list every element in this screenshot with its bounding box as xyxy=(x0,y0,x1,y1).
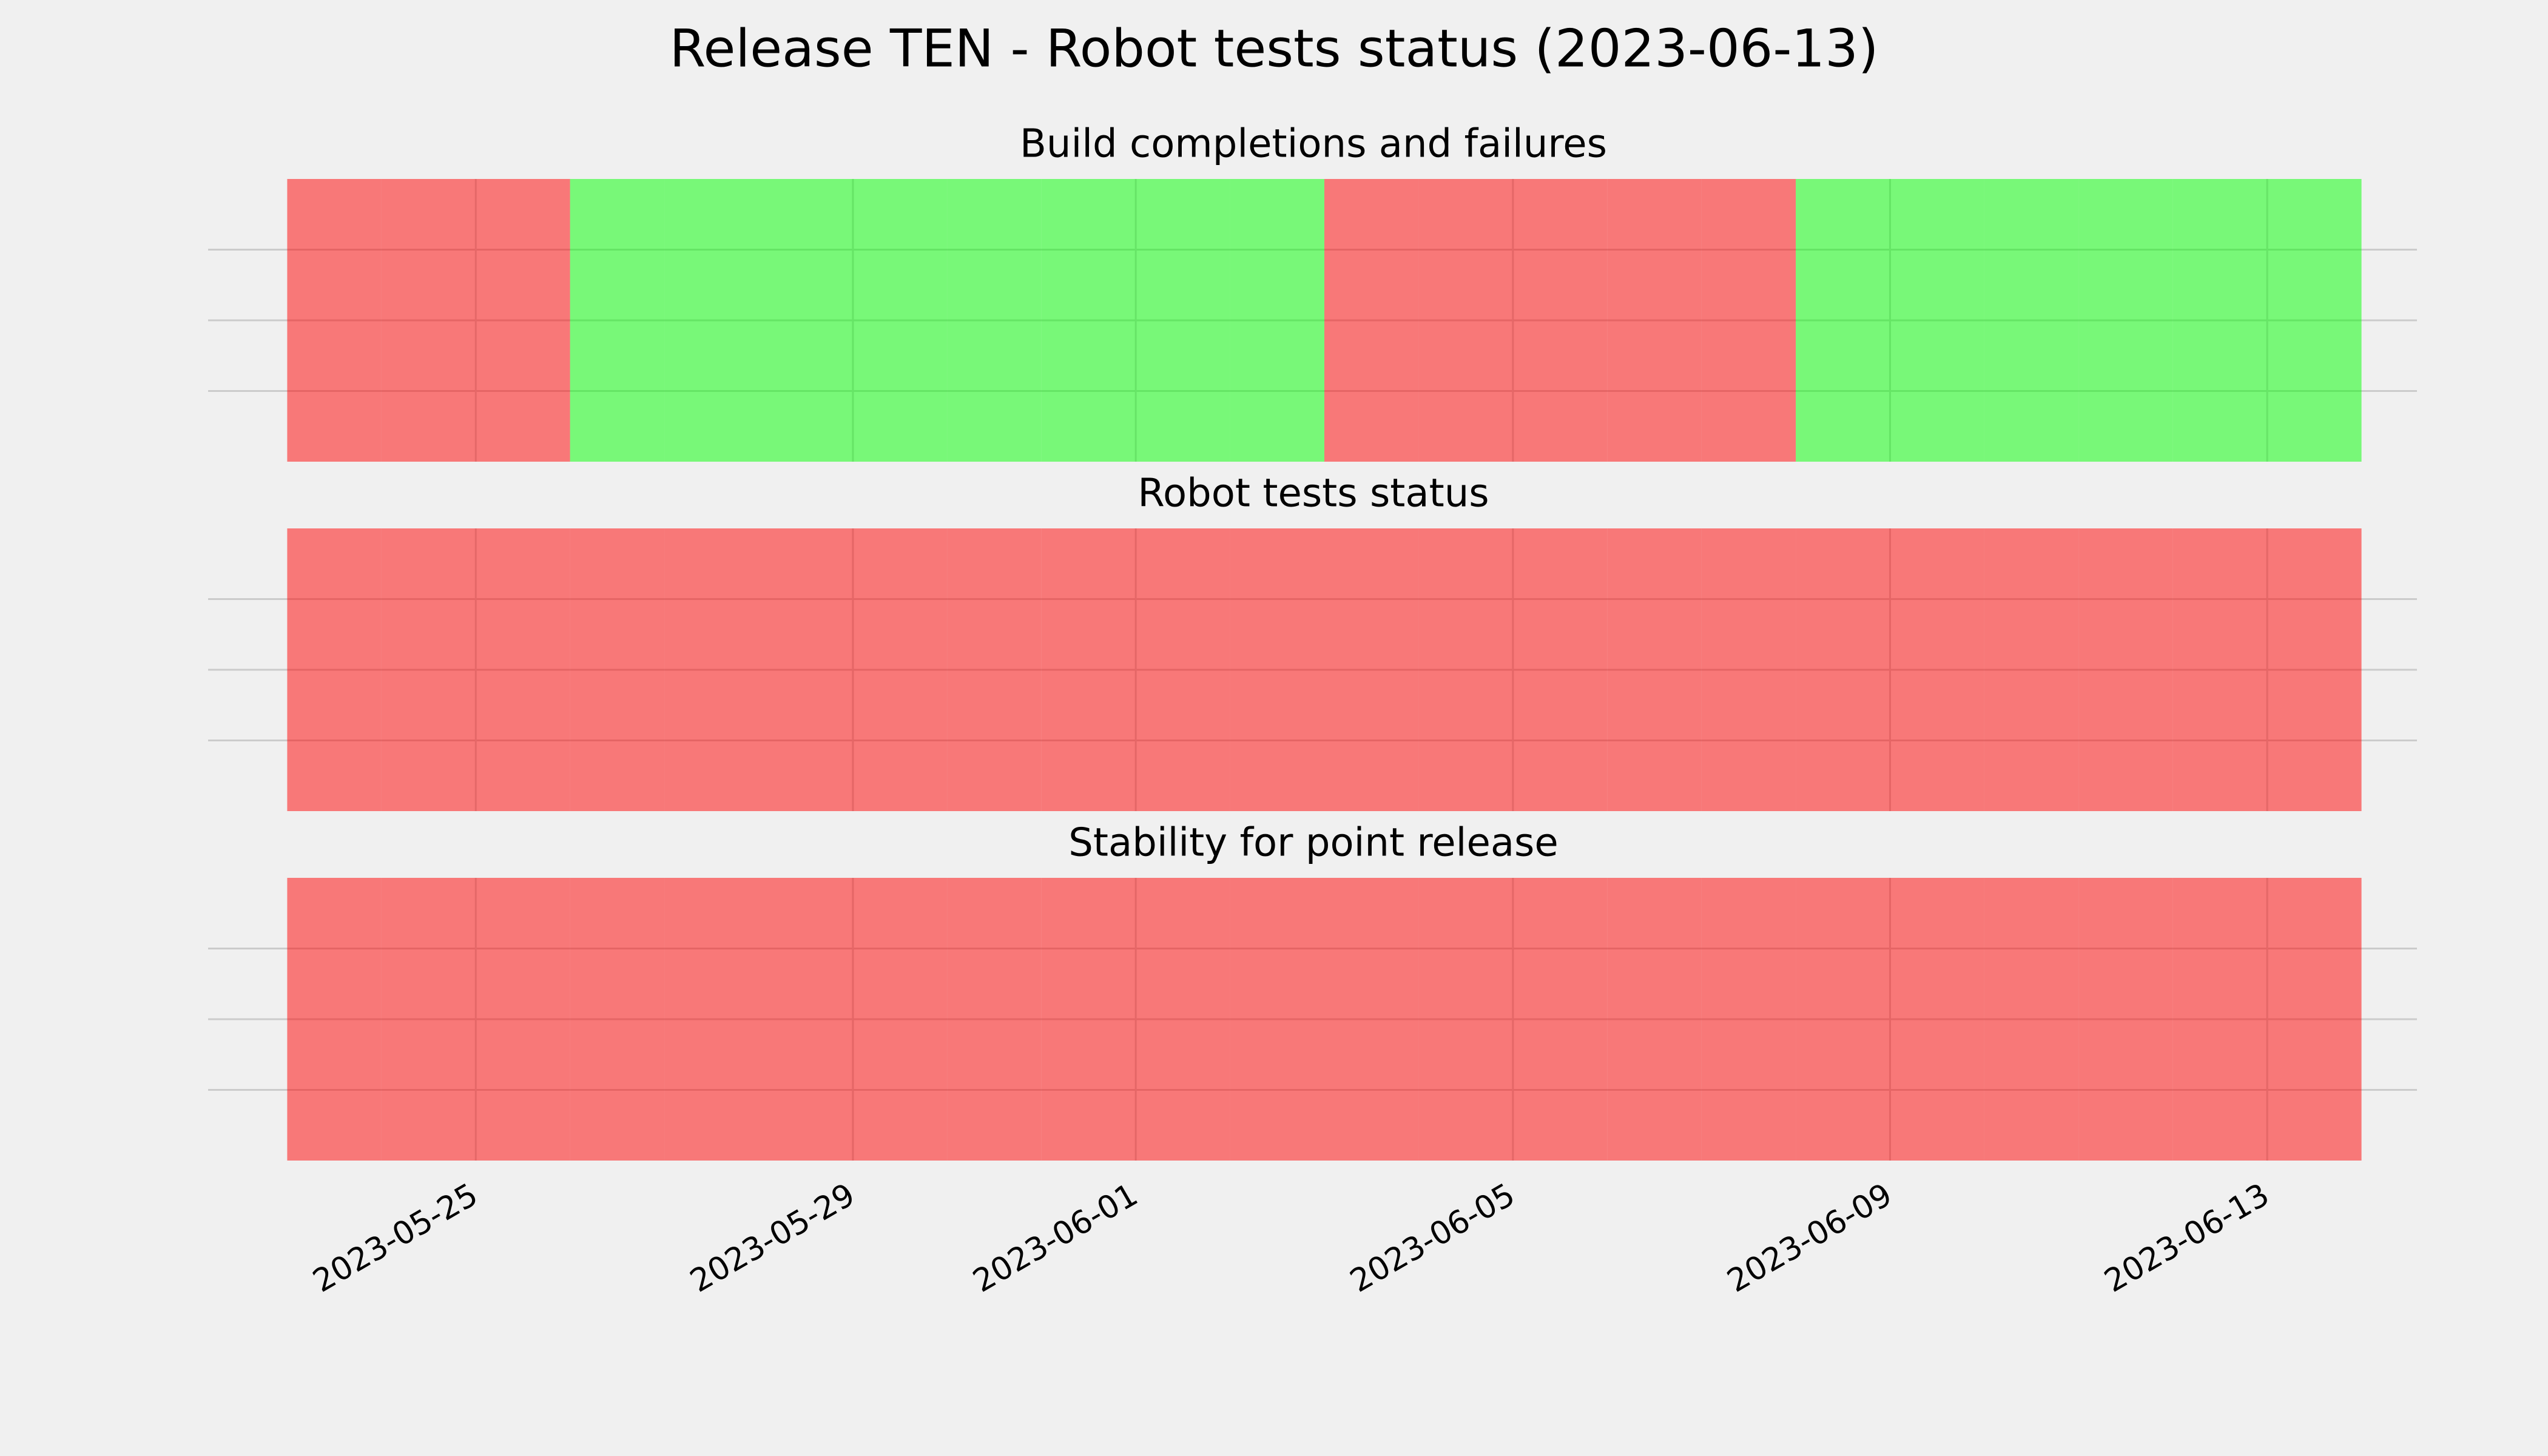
status-band xyxy=(947,878,1042,1161)
status-band xyxy=(1512,878,1608,1161)
status-band xyxy=(1418,878,1513,1161)
status-band xyxy=(476,528,570,811)
status-band xyxy=(287,878,382,1161)
status-band xyxy=(758,878,853,1161)
status-band xyxy=(1701,528,1796,811)
subplot-title: Stability for point release xyxy=(1068,821,1559,866)
status-band xyxy=(1136,878,1230,1161)
status-band xyxy=(664,528,759,811)
status-band xyxy=(1418,528,1513,811)
subplot-title: Build completions and failures xyxy=(1020,122,1607,167)
status-band xyxy=(947,528,1042,811)
status-band xyxy=(1701,179,1796,462)
status-band xyxy=(1984,528,2079,811)
status-band xyxy=(1796,878,1890,1161)
status-band xyxy=(570,878,665,1161)
status-band xyxy=(1230,179,1324,462)
status-band xyxy=(2078,528,2173,811)
status-band xyxy=(758,528,853,811)
status-band xyxy=(287,179,382,462)
status-band xyxy=(1230,528,1324,811)
status-band xyxy=(570,528,665,811)
status-band xyxy=(1701,878,1796,1161)
status-band xyxy=(1607,528,1702,811)
status-band xyxy=(1324,878,1419,1161)
status-band xyxy=(1890,878,1984,1161)
status-band xyxy=(1041,878,1136,1161)
status-band xyxy=(1796,528,1890,811)
status-band xyxy=(476,878,570,1161)
status-band xyxy=(1890,528,1984,811)
status-band xyxy=(381,528,476,811)
status-band xyxy=(2172,179,2268,462)
chart-title: Release TEN - Robot tests status (2023-0… xyxy=(670,18,1879,79)
status-band xyxy=(664,878,759,1161)
status-band xyxy=(287,528,382,811)
status-band xyxy=(1984,878,2079,1161)
status-band xyxy=(570,179,665,462)
subplot-title: Robot tests status xyxy=(1138,471,1489,516)
status-band xyxy=(1230,878,1324,1161)
status-band xyxy=(2267,179,2362,462)
status-band xyxy=(1324,179,1419,462)
status-band xyxy=(947,179,1042,462)
status-band xyxy=(381,179,476,462)
status-band xyxy=(2172,528,2268,811)
status-band xyxy=(1324,528,1419,811)
status-band xyxy=(2267,528,2362,811)
status-band xyxy=(1512,528,1608,811)
status-band xyxy=(1607,179,1702,462)
status-band xyxy=(852,179,948,462)
status-band xyxy=(1136,179,1230,462)
status-band xyxy=(1041,528,1136,811)
status-band xyxy=(2078,878,2173,1161)
status-band xyxy=(1041,179,1136,462)
status-band xyxy=(758,179,853,462)
status-band xyxy=(381,878,476,1161)
status-band xyxy=(664,179,759,462)
status-band xyxy=(2078,179,2173,462)
status-band xyxy=(1607,878,1702,1161)
status-band xyxy=(1890,179,1984,462)
status-band xyxy=(1796,179,1890,462)
status-band xyxy=(852,528,948,811)
status-band xyxy=(2172,878,2268,1161)
status-band xyxy=(1136,528,1230,811)
status-band xyxy=(1418,179,1513,462)
status-band xyxy=(476,179,570,462)
status-band xyxy=(1984,179,2079,462)
status-band xyxy=(2267,878,2362,1161)
status-band xyxy=(852,878,948,1161)
status-band xyxy=(1512,179,1608,462)
